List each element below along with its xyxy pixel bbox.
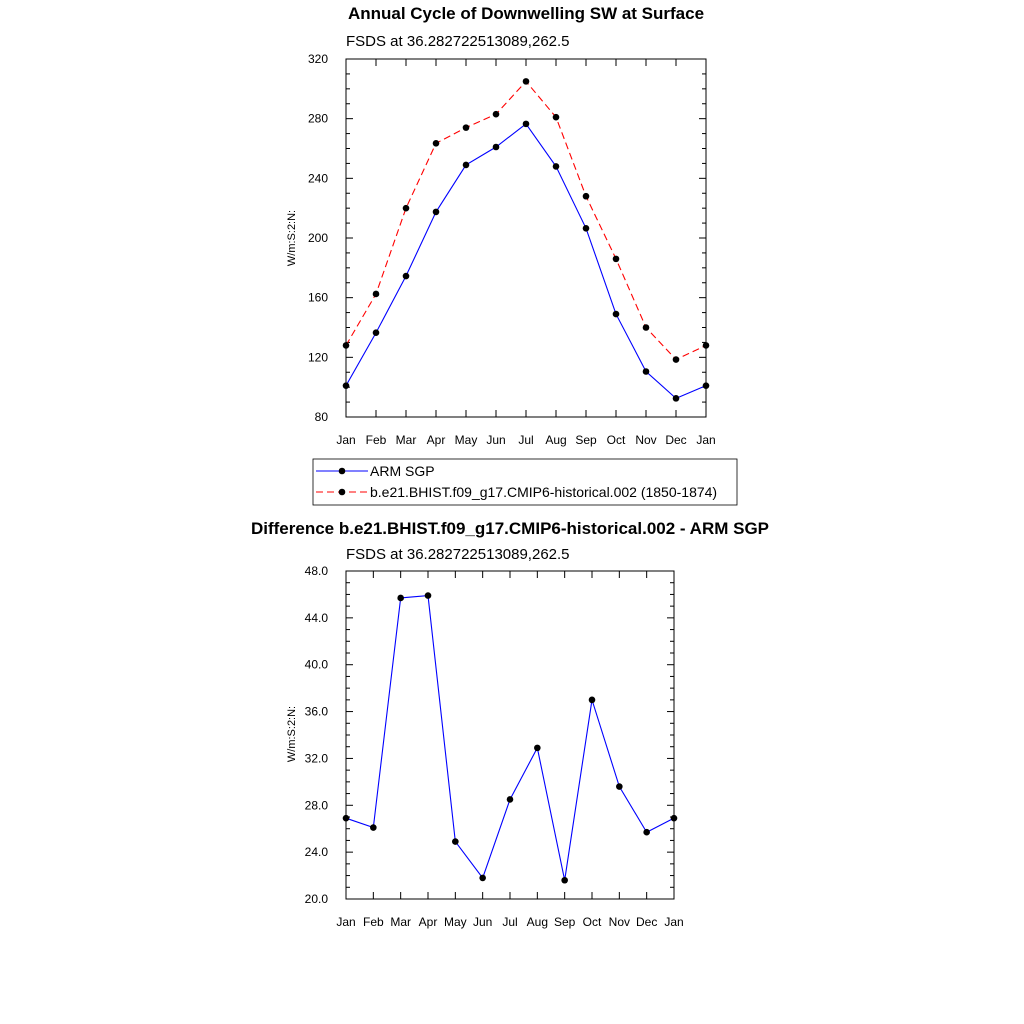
data-point-arm-sgp [522,120,530,128]
y-tick-label: 36.0 [305,705,329,719]
legend-marker-arm-sgp [338,467,346,475]
x-tick-label: Jan [336,433,355,447]
data-point-b-e21-bhist-f09-g17-cmip6-historical-002-1850-1874 [612,255,620,263]
legend-label-arm-sgp: ARM SGP [370,463,435,479]
difference-subtitle: FSDS at 36.282722513089,262.5 [346,546,570,563]
data-point-difference [506,796,514,803]
data-point-b-e21-bhist-f09-g17-cmip6-historical-002-1850-1874 [462,124,470,131]
data-point-arm-sgp [642,368,650,375]
y-tick-label: 32.0 [305,751,329,765]
annual-cycle-title: Annual Cycle of Downwelling SW at Surfac… [348,4,704,23]
data-point-arm-sgp [552,163,560,170]
x-tick-label: Aug [527,915,548,929]
data-point-b-e21-bhist-f09-g17-cmip6-historical-002-1850-1874 [432,139,440,147]
x-tick-label: Jul [518,433,533,447]
difference-chart: Difference b.e21.BHIST.f09_g17.CMIP6-his… [251,519,769,929]
x-tick-label: Jan [336,915,355,929]
data-point-arm-sgp [492,143,500,151]
data-point-b-e21-bhist-f09-g17-cmip6-historical-002-1850-1874 [642,324,650,331]
x-tick-label: Sep [575,433,597,447]
data-point-difference [616,783,623,790]
x-tick-label: Oct [607,433,626,447]
x-tick-label: Apr [427,433,446,447]
x-tick-label: Oct [583,915,602,929]
y-tick-label: 44.0 [305,611,329,625]
y-tick-label: 40.0 [305,658,329,672]
data-point-b-e21-bhist-f09-g17-cmip6-historical-002-1850-1874 [372,290,380,298]
data-point-difference [397,594,404,602]
legend-marker-model [338,488,346,496]
difference-axis-ticks [345,570,675,900]
y-tick-label: 120 [308,350,328,364]
difference-plot-frame [345,570,675,900]
data-point-b-e21-bhist-f09-g17-cmip6-historical-002-1850-1874 [672,356,680,363]
x-tick-label: Dec [665,433,686,447]
legend-box [312,458,738,506]
x-tick-label: Jul [502,915,517,929]
x-tick-label: Jan [664,915,683,929]
x-tick-label: Dec [636,915,657,929]
data-point-arm-sgp [672,395,680,402]
data-point-b-e21-bhist-f09-g17-cmip6-historical-002-1850-1874 [582,192,590,200]
data-point-arm-sgp [372,329,380,337]
y-tick-label: 28.0 [305,798,329,812]
difference-title: Difference b.e21.BHIST.f09_g17.CMIP6-his… [251,519,769,538]
data-point-b-e21-bhist-f09-g17-cmip6-historical-002-1850-1874 [552,113,560,121]
data-point-difference [643,828,650,836]
annual-cycle-y-tick-labels: 80 120 160 200 240 280 320 [308,52,328,424]
y-tick-label: 200 [308,231,328,245]
x-tick-label: Nov [609,915,630,929]
annual-cycle-chart: Annual Cycle of Downwelling SW at Surfac… [286,4,738,506]
data-point-arm-sgp [612,310,620,318]
difference-y-tick-labels: 20.0 24.0 28.0 32.0 36.0 40.0 44.0 48.0 [305,564,329,906]
data-point-arm-sgp [402,272,410,280]
y-tick-label: 240 [308,171,328,185]
difference-x-tick-labels: Jan Feb Mar Apr May Jun Jul Aug Sep Oct Nov Dec Jan [336,915,683,929]
y-tick-label: 24.0 [305,845,329,859]
y-tick-label: 20.0 [305,892,329,906]
data-point-b-e21-bhist-f09-g17-cmip6-historical-002-1850-1874 [402,204,410,212]
data-point-difference [534,744,541,752]
data-point-b-e21-bhist-f09-g17-cmip6-historical-002-1850-1874 [522,78,530,85]
y-tick-label: 160 [308,291,328,305]
annual-cycle-plot-frame [345,58,707,418]
y-tick-label: 48.0 [305,564,329,578]
x-tick-label: May [444,915,467,929]
difference-y-axis-label: W/m:S:2:N: [286,706,298,762]
x-tick-label: Mar [396,433,417,447]
data-point-difference [452,838,459,845]
annual-cycle-subtitle: FSDS at 36.282722513089,262.5 [346,33,570,50]
data-point-arm-sgp [462,161,470,169]
x-tick-label: Jun [473,915,492,929]
x-tick-label: Mar [390,915,411,929]
data-point-difference [370,824,377,831]
annual-cycle-legend: ARM SGP b.e21.BHIST.f09_g17.CMIP6-histor… [312,458,738,506]
x-tick-label: Feb [366,433,387,447]
y-tick-label: 320 [308,52,328,66]
x-tick-label: Nov [635,433,656,447]
data-point-difference [479,874,486,882]
x-tick-label: Jun [486,433,505,447]
data-point-difference [424,592,432,599]
x-tick-label: Aug [545,433,566,447]
legend-label-model: b.e21.BHIST.f09_g17.CMIP6-historical.002… [370,484,717,500]
x-tick-label: May [455,433,478,447]
data-point-b-e21-bhist-f09-g17-cmip6-historical-002-1850-1874 [492,110,500,118]
annual-cycle-x-tick-labels: Jan Feb Mar Apr May Jun Jul Aug Sep Oct Nov Dec Jan [336,433,715,447]
annual-cycle-y-axis-label: W/m:S:2:N: [286,210,298,266]
y-tick-label: 280 [308,112,328,126]
x-tick-label: Apr [419,915,438,929]
x-tick-label: Sep [554,915,576,929]
x-tick-label: Feb [363,915,384,929]
x-tick-label: Jan [696,433,715,447]
y-tick-label: 80 [315,410,329,424]
data-point-arm-sgp [432,208,440,216]
data-point-difference [561,876,568,884]
data-point-difference [588,696,596,704]
data-point-arm-sgp [582,225,590,232]
